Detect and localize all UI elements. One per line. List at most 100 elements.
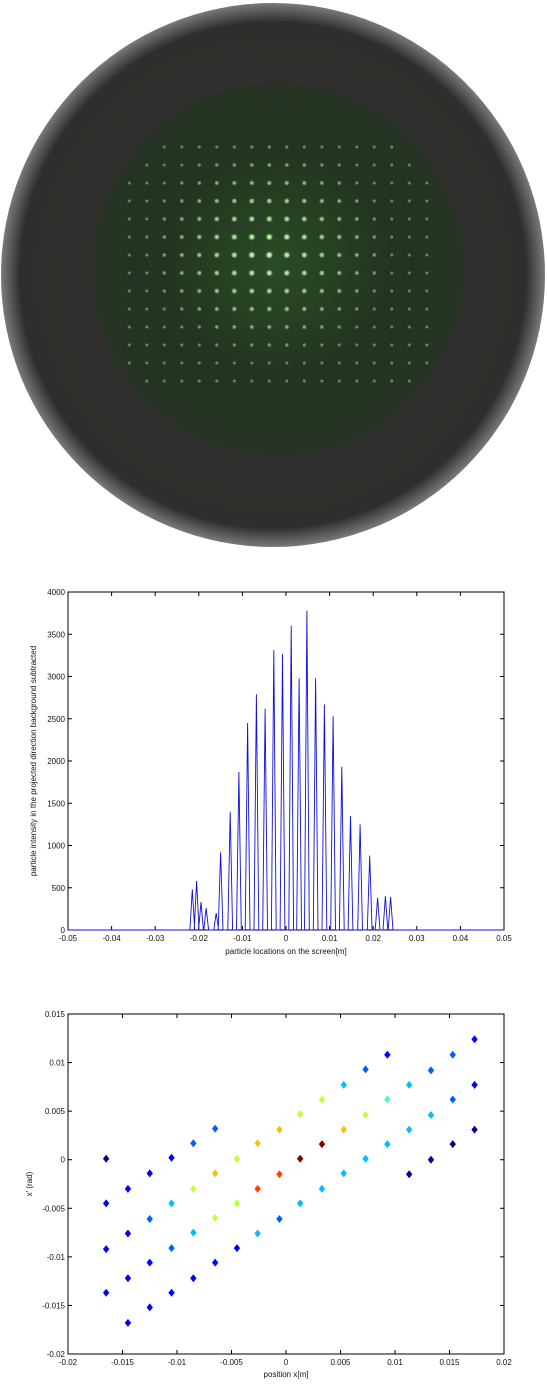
y-axis-label: particle intensity in the projected dire… <box>29 646 38 876</box>
beamlet-spot <box>424 270 430 276</box>
beamlet-spot <box>178 269 185 277</box>
beamlet-spot <box>389 288 395 294</box>
beamlet-spot <box>301 179 308 187</box>
scatter-point <box>427 1155 435 1164</box>
beamlet-spot <box>196 180 203 186</box>
x-tick-label: 0.005 <box>330 1358 351 1367</box>
beamlet-spot <box>196 360 202 366</box>
scatter-point <box>405 1170 413 1179</box>
beamlet-spot <box>247 250 257 260</box>
beamlet-spot <box>126 198 132 204</box>
beamlet-spot <box>336 342 342 348</box>
beamlet-spot <box>406 216 412 222</box>
x-tick-label: -0.015 <box>111 1358 134 1367</box>
scatter-point <box>276 1125 283 1134</box>
beamlet-spot <box>283 323 290 331</box>
y-tick-label: -0.02 <box>47 1350 66 1359</box>
beamlet-spot <box>318 251 326 259</box>
beamlet-spot <box>161 198 167 204</box>
beamlet-spot <box>389 324 395 330</box>
beamlet-spot <box>178 251 185 259</box>
beamlet-spot <box>161 144 167 150</box>
beamlet-spot <box>389 342 395 348</box>
beamlet-spot <box>230 197 238 205</box>
beamlet-spot <box>354 162 360 168</box>
beamlet-spot <box>248 305 256 313</box>
scatter-point <box>384 1140 391 1149</box>
beamlet-spot <box>319 324 325 330</box>
beamlet-spot <box>300 269 309 277</box>
beamlet-spot <box>265 197 273 205</box>
x-tick-label: 0.01 <box>387 1358 403 1367</box>
scatter-point <box>449 1140 456 1149</box>
beamlet-spot <box>371 324 377 330</box>
beamlet-spot <box>214 378 220 384</box>
beamlet-spot <box>283 305 291 313</box>
beamlet-spot <box>231 305 238 313</box>
beamlet-spot <box>214 144 220 150</box>
beamlet-spot <box>247 232 257 242</box>
phosphor-screen-image <box>1 3 545 547</box>
scatter-point <box>146 1303 153 1312</box>
beamlet-spot <box>213 180 220 186</box>
beamlet-spot <box>353 270 360 276</box>
y-tick-label: 3500 <box>47 630 65 639</box>
beamlet-spot <box>178 216 185 222</box>
beamlet-spot <box>144 252 150 258</box>
beamlet-spot <box>126 306 132 312</box>
scatter-point <box>124 1184 132 1193</box>
beamlet-spot <box>265 287 274 295</box>
beamlet-spot <box>179 180 185 186</box>
beamlet-spot <box>265 305 273 313</box>
beamlet-spot <box>424 342 430 348</box>
x-tick-label: 0 <box>284 1358 289 1367</box>
beamlet-spot <box>353 216 360 222</box>
beamlet-spot <box>389 306 395 312</box>
x-tick-label: 0.04 <box>453 934 469 943</box>
scatter-point <box>340 1125 347 1134</box>
beamlet-spot <box>144 342 150 348</box>
beamlet-spot <box>301 162 308 168</box>
beamlet-spot <box>354 360 360 366</box>
beamlet-spot <box>196 197 203 205</box>
y-tick-label: -0.01 <box>47 1253 66 1262</box>
x-tick-label: -0.04 <box>102 934 121 943</box>
beamlet-spot <box>126 216 132 222</box>
scatter-point <box>384 1095 391 1104</box>
x-tick-label: 0 <box>284 934 289 943</box>
x-tick-label: 0.03 <box>409 934 425 943</box>
scatter-point <box>168 1288 175 1297</box>
beamlet-spot <box>389 360 395 366</box>
beamlet-spot <box>319 342 325 348</box>
beamlet-spot <box>406 270 412 276</box>
scatter-point <box>102 1288 110 1297</box>
beamlet-spot <box>354 342 360 348</box>
beamlet-spot <box>161 234 168 240</box>
beamlet-spot <box>230 233 239 241</box>
x-tick-label: -0.02 <box>59 1358 78 1367</box>
beamlet-spot <box>161 180 167 186</box>
beamlet-spot <box>179 144 185 150</box>
beamlet-spot <box>126 252 132 258</box>
beamlet-spot <box>389 162 395 168</box>
beamlet-spot <box>231 162 238 168</box>
beamlet-spot <box>424 252 430 258</box>
beamlet-spot <box>126 360 132 366</box>
beamlet-spot <box>179 342 185 348</box>
beamlet-spot <box>214 360 220 366</box>
beamlet-spot <box>264 232 274 242</box>
beamlet-spot <box>371 270 377 276</box>
beamlet-spot <box>161 378 167 384</box>
y-tick-label: 1000 <box>47 842 65 851</box>
beamlet-spot <box>196 378 202 384</box>
beamlet-spot <box>230 269 239 277</box>
beamlet-spot <box>266 179 273 187</box>
beamlet-spot <box>319 378 325 384</box>
beamlet-spot <box>389 144 395 150</box>
scatter-point <box>296 1110 304 1119</box>
beamlet-spot <box>300 233 309 241</box>
beamlet-spot <box>424 234 430 240</box>
scatter-point <box>254 1139 261 1148</box>
beamlet-spot <box>144 378 150 384</box>
scatter-points <box>102 1035 478 1327</box>
